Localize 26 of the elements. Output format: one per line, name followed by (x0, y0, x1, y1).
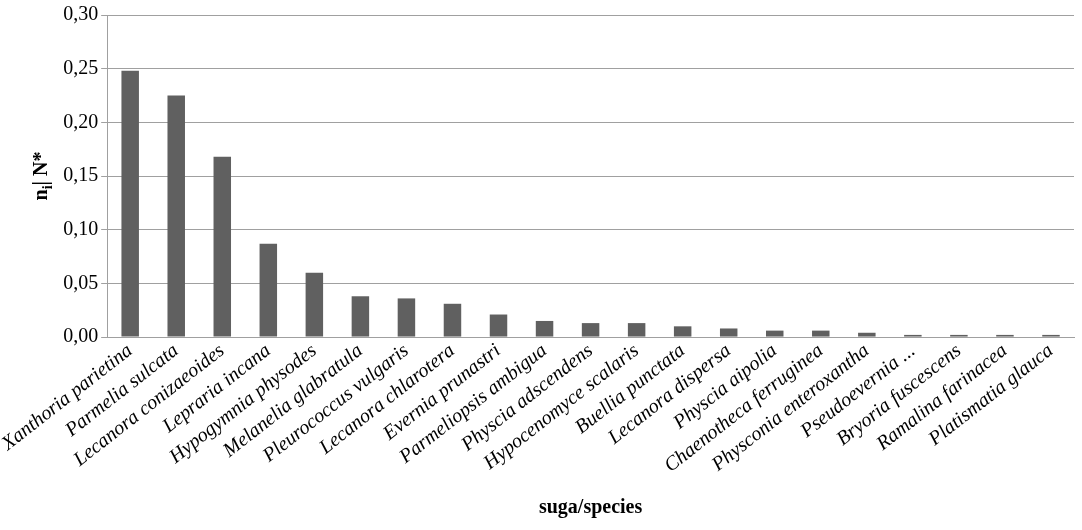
y-axis-title: ni| N* (29, 151, 55, 201)
bar (766, 330, 784, 337)
bar (858, 332, 876, 337)
bar (627, 323, 646, 337)
y-tick-label: 0,30 (63, 2, 99, 25)
bar (397, 298, 416, 337)
bar (259, 243, 278, 337)
bar (673, 326, 692, 337)
bar (167, 95, 185, 337)
y-tick-label: 0,10 (63, 216, 99, 239)
bar (121, 70, 139, 337)
bar (812, 330, 830, 337)
bar (581, 323, 600, 337)
bar (443, 303, 462, 337)
y-tick-label: 0,05 (63, 270, 99, 293)
y-tick-label: 0,25 (63, 55, 99, 78)
bar (213, 156, 232, 337)
bar (489, 314, 508, 337)
y-tick-label: 0,00 (63, 324, 99, 347)
bar (535, 320, 554, 337)
y-tick-label: 0,15 (63, 163, 99, 186)
x-axis-title: suga/species (538, 495, 643, 519)
y-tick-label: 0,20 (63, 109, 99, 132)
bar (351, 296, 370, 337)
bar (719, 328, 738, 337)
bar (305, 272, 324, 337)
